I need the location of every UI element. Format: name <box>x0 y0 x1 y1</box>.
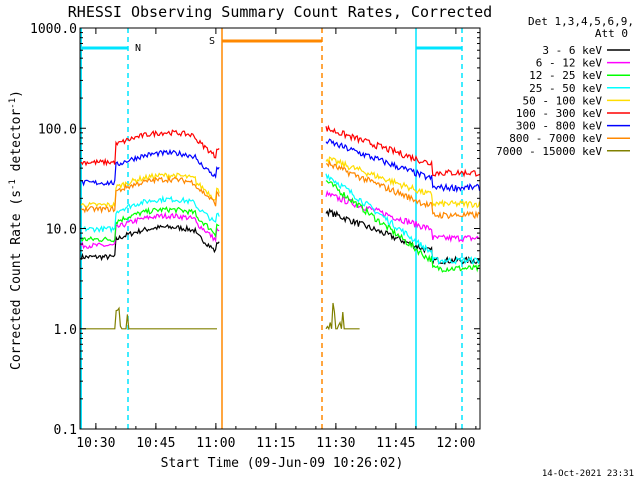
series-line-8-segment-2 <box>325 159 480 220</box>
series-line-3-segment-1 <box>80 205 220 243</box>
series-line-9-segment-2 <box>325 302 360 331</box>
legend-label: 3 - 6 keV <box>542 44 602 57</box>
legend-label: 300 - 800 keV <box>516 120 602 133</box>
legend-header-1: Det 1,3,4,5,6,9, <box>528 15 634 28</box>
x-tick-label: 12:00 <box>436 436 475 451</box>
x-tick-label: 11:45 <box>376 436 415 451</box>
series-line-9-segment-1 <box>81 306 217 330</box>
legend-label: 25 - 50 keV <box>529 82 602 95</box>
x-axis: 10:30 10:45 11:00 11:15 11:30 11:45 12:00 <box>76 28 477 451</box>
x-tick-label: 10:30 <box>76 436 115 451</box>
legend-label: 800 - 7000 keV <box>509 132 602 145</box>
y-axis-label-exp1: -1 <box>8 179 18 190</box>
y-axis-label-exp2: -1 <box>8 98 18 109</box>
x-tick-label: 10:45 <box>136 436 175 451</box>
y-axis-label: Corrected Count Rate (s-1 detector-1) <box>8 90 24 370</box>
series-line-8-segment-1 <box>80 175 220 214</box>
series-line-2-segment-1 <box>80 211 220 250</box>
y-tick-label: 0.1 <box>54 423 77 438</box>
x-tick-label: 11:30 <box>316 436 355 451</box>
y-tick-label: 100.0 <box>38 122 77 137</box>
chart-title: RHESSI Observing Summary Count Rates, Co… <box>68 3 492 21</box>
x-tick-label: 11:15 <box>256 436 295 451</box>
y-axis-label-main: Corrected Count Rate (s <box>9 190 24 370</box>
legend-header-2: Att 0 <box>595 27 628 40</box>
series-line-7-segment-2 <box>325 138 481 194</box>
y-axis: 1000.0 100.0 10.0 1.0 0.1 <box>30 22 480 438</box>
y-tick-label: 1.0 <box>54 323 77 338</box>
series-line-6-segment-1 <box>80 129 220 167</box>
y-axis-label-mid: detector <box>9 109 24 180</box>
series-line-1-segment-2 <box>325 207 480 265</box>
series-line-6-segment-2 <box>325 124 480 178</box>
series-line-3-segment-2 <box>325 180 480 273</box>
night-label: N <box>135 43 141 54</box>
plot-area: NS <box>80 28 481 429</box>
y-tick-label: 10.0 <box>46 223 77 238</box>
legend-label: 7000 - 15000 keV <box>496 145 602 158</box>
series-line-5-segment-1 <box>80 172 220 209</box>
legend-label: 6 - 12 keV <box>536 57 603 70</box>
legend-label: 12 - 25 keV <box>529 69 602 82</box>
y-tick-label: 1000.0 <box>30 22 77 37</box>
series-line-7-segment-1 <box>80 148 220 187</box>
series-line-4-segment-1 <box>80 194 220 234</box>
timestamp: 14-Oct-2021 23:31 <box>542 469 634 479</box>
series-line-4-segment-2 <box>325 173 481 266</box>
saa-label: S <box>209 36 215 47</box>
legend-label: 100 - 300 keV <box>516 107 602 120</box>
series-line-5-segment-2 <box>325 156 481 210</box>
legend-label: 50 - 100 keV <box>523 94 603 107</box>
x-axis-label: Start Time (09-Jun-09 10:26:02) <box>161 456 404 471</box>
y-axis-label-end: ) <box>9 90 24 98</box>
series-line-1-segment-1 <box>80 223 220 262</box>
x-tick-label: 11:00 <box>196 436 235 451</box>
